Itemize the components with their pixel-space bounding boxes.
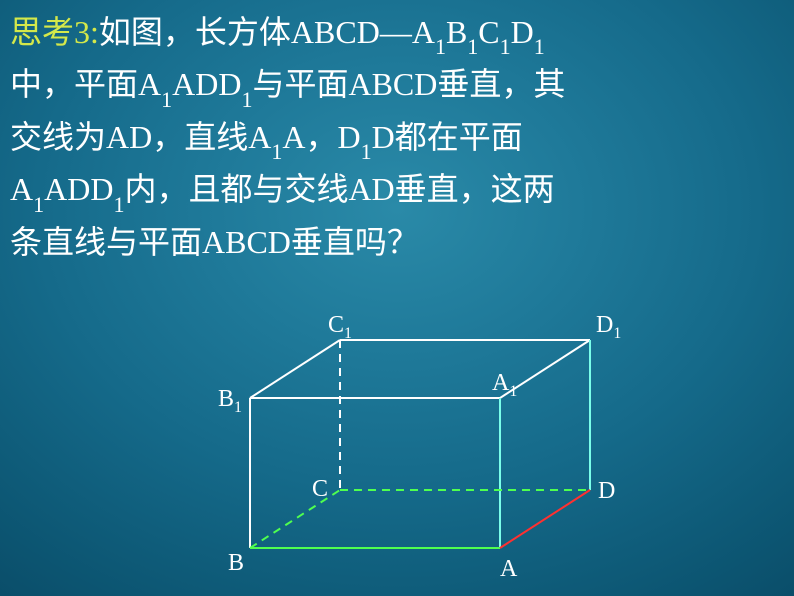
vertex-label-A: A bbox=[500, 556, 517, 583]
sub-3b: 1 bbox=[361, 139, 372, 164]
body-l1-b: B bbox=[446, 14, 467, 50]
body-l4-c: 内，且都与交线AD垂直，这两 bbox=[124, 171, 554, 207]
body-l1-d: D bbox=[511, 14, 534, 50]
body-l4-b: ADD bbox=[44, 171, 113, 207]
sub-2a: 1 bbox=[161, 87, 172, 112]
body-l1-a: 如图，长方体ABCD—A bbox=[99, 14, 435, 50]
vertex-label-C1: C1 bbox=[328, 312, 352, 343]
body-l3-c: D都在平面 bbox=[372, 119, 523, 155]
body-l4-a: A bbox=[10, 171, 33, 207]
sub-4b: 1 bbox=[113, 192, 124, 217]
vertex-label-B1: B1 bbox=[218, 386, 242, 417]
vertex-label-B: B bbox=[228, 550, 244, 577]
cuboid-svg bbox=[210, 290, 640, 590]
problem-text: 思考3:如图，长方体ABCD—A1B1C1D1 中，平面A1ADD1与平面ABC… bbox=[10, 8, 784, 268]
sub-3a: 1 bbox=[271, 139, 282, 164]
sub-1d: 1 bbox=[534, 34, 545, 59]
vertex-label-D1: D1 bbox=[596, 312, 621, 343]
body-l3-b: A，D bbox=[282, 119, 360, 155]
vertex-label-C: C bbox=[312, 476, 328, 503]
body-l2-a: 中，平面A bbox=[10, 66, 161, 102]
sub-1a: 1 bbox=[435, 34, 446, 59]
edge-A-D bbox=[500, 490, 590, 548]
heading-label: 思考3: bbox=[10, 14, 99, 50]
vertex-label-D: D bbox=[598, 478, 615, 505]
body-l2-b: ADD bbox=[172, 66, 241, 102]
cuboid-diagram: B A D C B1 A1 D1 C1 bbox=[210, 290, 640, 590]
body-l3-a: 交线为AD，直线A bbox=[10, 119, 271, 155]
sub-1c: 1 bbox=[500, 34, 511, 59]
edge-C1-B1 bbox=[250, 340, 340, 398]
body-l1-c: C bbox=[478, 14, 499, 50]
sub-4a: 1 bbox=[33, 192, 44, 217]
body-l5: 条直线与平面ABCD垂直吗？ bbox=[10, 224, 419, 260]
sub-2b: 1 bbox=[241, 87, 252, 112]
sub-1b: 1 bbox=[467, 34, 478, 59]
body-l2-c: 与平面ABCD垂直，其 bbox=[252, 66, 565, 102]
vertex-label-A1: A1 bbox=[492, 370, 517, 401]
